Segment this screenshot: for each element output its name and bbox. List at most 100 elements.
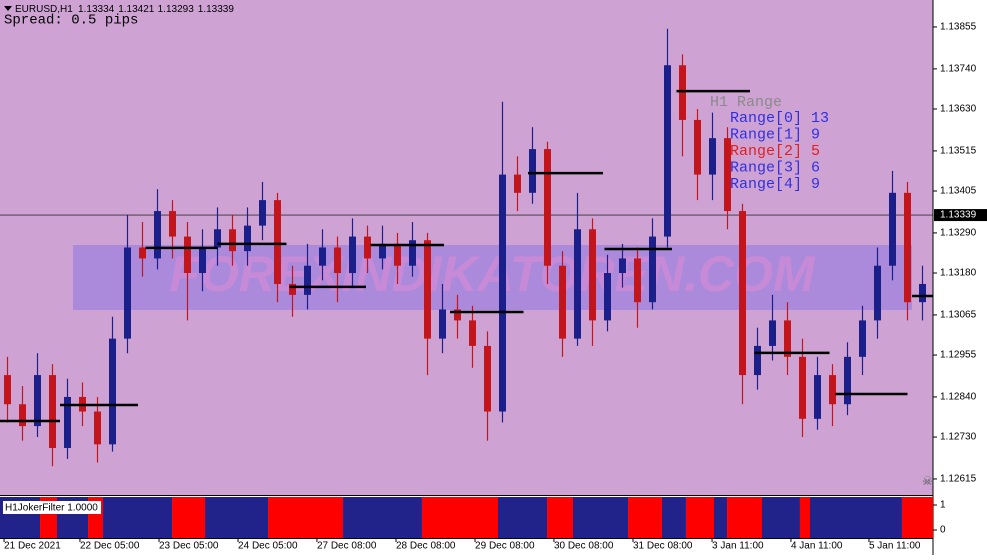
candle-body <box>529 149 536 193</box>
range-value: 6 <box>811 159 820 176</box>
candle-body <box>259 200 266 226</box>
header-price: 1.13293 <box>158 4 195 15</box>
filter-block <box>343 497 422 538</box>
candle-body <box>499 174 506 412</box>
filter-block <box>901 497 933 538</box>
y-tick-label: 1.12955 <box>940 350 977 361</box>
candle-body <box>619 258 626 274</box>
candle-body <box>334 247 341 274</box>
candle-body <box>919 283 926 303</box>
plot <box>0 28 933 467</box>
filter-block <box>268 497 344 538</box>
indicator-name-box <box>3 501 101 514</box>
candle-body <box>679 65 686 120</box>
y-tick-label: 1.13515 <box>940 146 977 157</box>
candle-body <box>64 396 71 448</box>
spread-text: Spread: 0.5 pips <box>4 13 138 29</box>
x-tick-label: 24 Dec 05:00 <box>238 541 298 552</box>
indicator-tick-label: 0 <box>940 525 946 536</box>
candle-body <box>754 345 761 376</box>
candle-body <box>859 320 866 357</box>
range-label: Range[0] <box>730 110 802 127</box>
candle-body <box>154 211 161 259</box>
x-tick-label: 22 Dec 05:00 <box>80 541 140 552</box>
candle-body <box>544 149 551 266</box>
candle-body <box>604 273 611 321</box>
candle-body <box>574 229 581 339</box>
y-tick-label: 1.12615 <box>940 474 977 485</box>
filter-block <box>547 497 573 538</box>
skull-icon: ☠ <box>922 474 933 488</box>
range-value: 9 <box>811 176 820 193</box>
indicator-name: H1JokerFilter 1.0000 <box>5 503 98 514</box>
candle-body <box>289 283 296 295</box>
y-tick-label: 1.12730 <box>940 432 977 443</box>
candle-body <box>214 229 221 248</box>
symbol: EURUSD,H1 <box>15 4 73 15</box>
y-tick-label: 1.13405 <box>940 186 977 197</box>
filter-block <box>498 497 548 538</box>
candle-body <box>799 356 806 419</box>
y-tick-label: 1.13740 <box>940 64 977 75</box>
candle-body <box>304 265 311 295</box>
candle-body <box>169 211 176 237</box>
x-tick-label: 4 Jan 11:00 <box>791 541 843 552</box>
candle-body <box>649 236 656 303</box>
candle-body <box>904 192 911 303</box>
candle-body <box>844 356 851 405</box>
candle-body <box>589 229 596 321</box>
y-tick-label: 1.13855 <box>940 22 977 33</box>
candle-body <box>739 211 746 376</box>
y-tick-label: 1.13630 <box>940 104 977 115</box>
candle-body <box>664 65 671 237</box>
range-row: Range[3] 6 <box>730 159 820 176</box>
range-label: Range[3] <box>730 159 802 176</box>
y-tick-label: 1.12840 <box>940 392 977 403</box>
filter-block <box>172 497 206 538</box>
candle-body <box>109 338 116 445</box>
x-tick-label: 27 Dec 08:00 <box>317 541 377 552</box>
range-title: H1 Range <box>710 94 782 111</box>
indicator-tick-label: 1 <box>940 500 946 511</box>
candle-body <box>634 258 641 303</box>
filter-block <box>661 497 686 538</box>
y-tick-label: 1.13180 <box>940 268 977 279</box>
candle-body <box>559 265 566 339</box>
x-tick-label: 5 Jan 11:00 <box>869 541 921 552</box>
x-tick-label: 3 Jan 11:00 <box>712 541 764 552</box>
candle-body <box>199 247 206 274</box>
candle-body <box>34 375 41 427</box>
candle-body <box>814 375 821 419</box>
filter-block <box>810 497 902 538</box>
range-row: Range[0] 13 <box>730 110 829 127</box>
candle-body <box>439 309 446 339</box>
x-tick-label: 29 Dec 08:00 <box>475 541 535 552</box>
candle-body <box>829 375 836 405</box>
range-label: Range[4] <box>730 176 802 193</box>
current-price-label: 1.13339 <box>940 210 977 221</box>
filter-block <box>421 497 498 538</box>
candle-body <box>769 320 776 346</box>
header-price: 1.13421 <box>118 4 155 15</box>
header-price: 1.13334 <box>78 4 115 15</box>
candle-body <box>94 411 101 445</box>
candle-body <box>469 320 476 346</box>
header-price: 1.13339 <box>198 4 235 15</box>
candle-body <box>274 200 281 284</box>
candle-body <box>349 236 356 274</box>
candle-body <box>124 247 131 339</box>
x-tick-label: 21 Dec 2021 <box>4 541 61 552</box>
range-row: Range[1] 9 <box>730 126 820 143</box>
x-tick-label: 23 Dec 05:00 <box>159 541 219 552</box>
current-price-box <box>934 209 987 222</box>
menu-icon[interactable] <box>4 6 12 11</box>
candle-body <box>484 345 491 412</box>
x-tick-label: 30 Dec 08:00 <box>554 541 614 552</box>
candle-body <box>694 119 701 175</box>
range-row: Range[4] 9 <box>730 176 820 193</box>
candle-body <box>364 236 371 259</box>
filter-block <box>205 497 269 538</box>
candle-body <box>379 243 386 259</box>
